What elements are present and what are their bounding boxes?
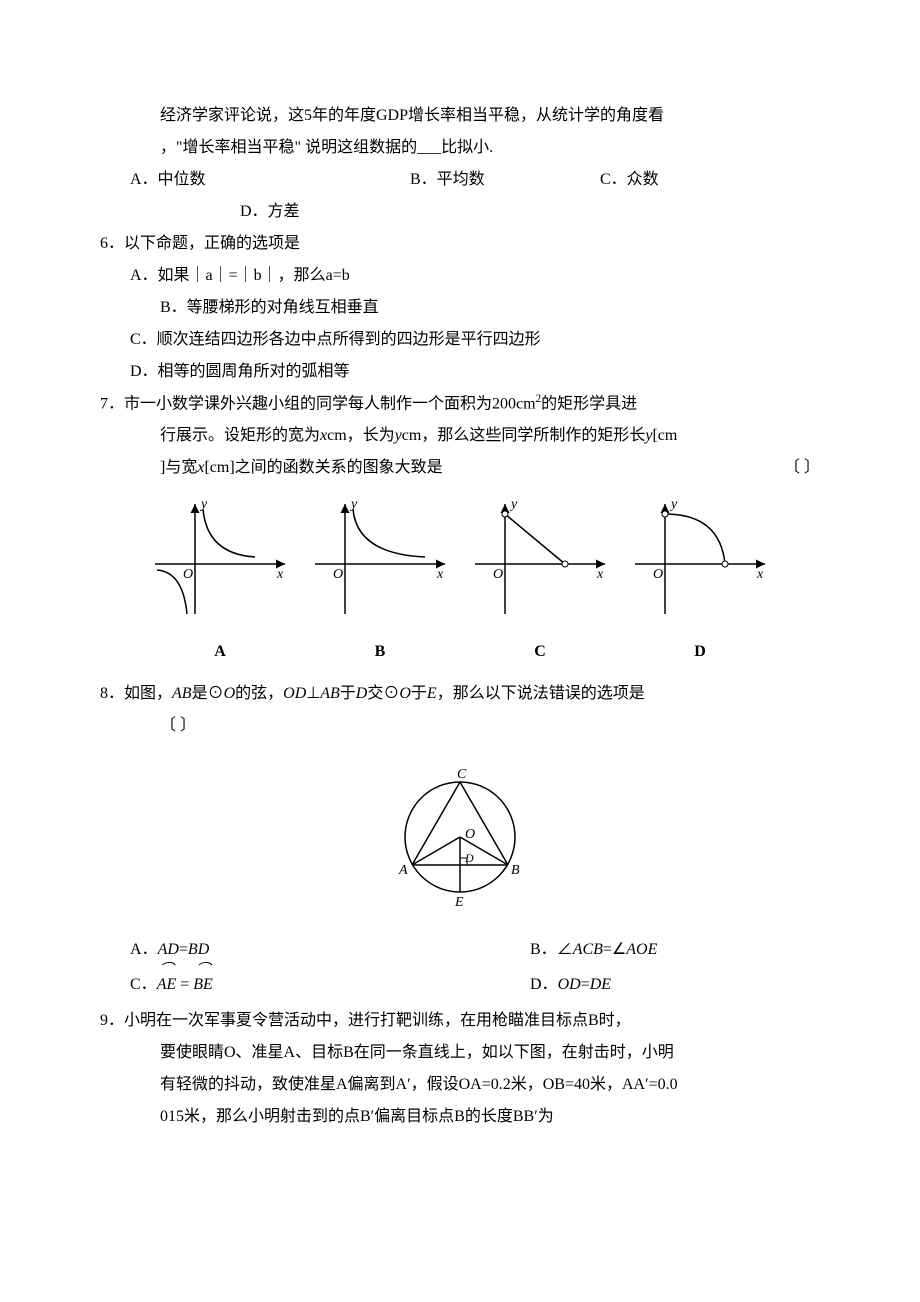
graph-d-o: O <box>653 567 663 582</box>
q8d-pre: D． <box>530 976 558 993</box>
q8-options: A．AD=BD B．∠ACB=∠AOE C．AE = BE D．OD=DE <box>100 934 820 1004</box>
graph-b: y x O B <box>305 494 455 668</box>
q5-option-d: D．方差 <box>100 196 820 228</box>
q8-d: D <box>356 685 368 702</box>
graph-c-o: O <box>493 567 503 582</box>
q5-options-row: A．中位数 B．平均数 C．众数 <box>100 164 820 196</box>
q9-line1: 9．小明在一次军事夏令营活动中，进行打靶训练，在用枪瞄准目标点B时， <box>100 1005 820 1037</box>
q8-o: O <box>224 685 236 702</box>
q8-circle-svg: C O D A B E <box>375 752 545 912</box>
q7-var-y: y <box>395 427 402 444</box>
exam-page: 经济学家评论说，这5年的年度GDP增长率相当平稳，从统计学的角度看 ，"增长率相… <box>0 0 920 1193</box>
q7-l3-wrap: ]与宽x[cm]之间的函数关系的图象大致是 <box>160 452 443 484</box>
q8-ab2: AB <box>320 685 340 702</box>
q8b-rhs: AOE <box>626 941 657 958</box>
graph-a-x: x <box>276 567 284 582</box>
q8-option-d: D．OD=DE <box>530 966 730 1004</box>
q8-o2: O <box>399 685 411 702</box>
q7-l3-a: ]与宽 <box>160 459 197 476</box>
q8-ab: AB <box>172 685 192 702</box>
q5-option-a: A．中位数 <box>130 164 410 196</box>
q8c-eq: = <box>176 976 193 993</box>
q8-e: E <box>427 685 437 702</box>
q8-stem: 8．如图，AB是⊙O的弦，OD⊥AB于D交⊙O于E，那么以下说法错误的选项是 <box>100 678 820 710</box>
q8-lbl-a: A <box>398 863 408 878</box>
q8-t7: ，那么以下说法错误的选项是 <box>437 685 645 702</box>
graph-d-y: y <box>669 497 678 512</box>
q8d-lhs: OD <box>558 976 581 993</box>
q8-lbl-o: O <box>465 827 475 842</box>
graph-c-x: x <box>596 567 604 582</box>
graph-d-label: D <box>625 636 775 668</box>
q7-text-2: 的矩形学具进 <box>541 395 637 412</box>
q8c-rhs: BE <box>193 966 213 1004</box>
q7-line2: 行展示。设矩形的宽为xcm，长为ycm，那么这些同学所制作的矩形长y[cm <box>100 420 820 452</box>
graph-c: y x O C <box>465 494 615 668</box>
q6-option-c: C．顺次连结四边形各边中点所得到的四边形是平行四边形 <box>100 324 820 356</box>
q7-graphs: y x O A y x O B y <box>100 494 820 668</box>
q8-t2: 是⊙ <box>192 685 224 702</box>
q8c-lhs: AE <box>157 966 177 1004</box>
q8a-pre: A． <box>130 941 158 958</box>
q9-line4: 015米，那么小明射击到的点B′偏离目标点B的长度BB′为 <box>100 1101 820 1133</box>
q8d-eq: = <box>581 976 590 993</box>
q7-line3: ]与宽x[cm]之间的函数关系的图象大致是 〔 〕 <box>100 452 820 484</box>
graph-b-y: y <box>349 497 358 512</box>
graph-d-svg: y x O <box>625 494 775 624</box>
q7-l2-c: cm，那么这些同学所制作的矩形长 <box>402 427 646 444</box>
q8-option-c: C．AE = BE <box>100 966 530 1004</box>
q7-l2-a: 行展示。设矩形的宽为 <box>160 427 320 444</box>
q8-option-b: B．∠ACB=∠AOE <box>530 934 730 966</box>
graph-c-label: C <box>465 636 615 668</box>
q6-option-d: D．相等的圆周角所对的弧相等 <box>100 356 820 388</box>
q8-lbl-c: C <box>457 767 467 782</box>
q6-option-b: B．等腰梯形的对角线互相垂直 <box>100 292 820 324</box>
q8-bracket: 〔 〕 <box>100 710 820 742</box>
q9-line2: 要使眼睛O、准星A、目标B在同一条直线上，如以下图，在射击时，小明 <box>100 1037 820 1069</box>
graph-c-svg: y x O <box>465 494 615 624</box>
q8-t1: 8．如图， <box>100 685 172 702</box>
q5-option-c: C．众数 <box>600 164 760 196</box>
q8-t4: 于 <box>340 685 356 702</box>
graph-d: y x O D <box>625 494 775 668</box>
graph-b-label: B <box>305 636 455 668</box>
q6-stem: 6．以下命题，正确的选项是 <box>100 228 820 260</box>
q8-t5: 交⊙ <box>367 685 399 702</box>
q5-option-b: B．平均数 <box>410 164 600 196</box>
q8-perp: ⊥ <box>306 685 320 702</box>
q8-lbl-e: E <box>454 895 464 910</box>
graph-a-svg: y x O <box>145 494 295 624</box>
q7-l2-b: cm，长为 <box>327 427 395 444</box>
q7-l2-d: [cm <box>652 427 677 444</box>
q7-text-1: 7．市一小数学课外兴趣小组的同学每人制作一个面积为200cm <box>100 395 536 412</box>
q8-lbl-b: B <box>511 863 520 878</box>
q8-lbl-d: D <box>464 851 474 865</box>
graph-a-o: O <box>183 567 193 582</box>
graph-b-x: x <box>436 567 444 582</box>
graph-a-label: A <box>145 636 295 668</box>
q8d-rhs: DE <box>590 976 611 993</box>
q7-bracket: 〔 〕 <box>784 452 820 484</box>
q8-od: OD <box>283 685 306 702</box>
graph-b-o: O <box>333 567 343 582</box>
graph-c-y: y <box>509 497 518 512</box>
q6-option-a: A．如果｜a｜=｜b｜，那么a=b <box>100 260 820 292</box>
q8b-eq: =∠ <box>603 941 626 958</box>
q7-stem: 7．市一小数学课外兴趣小组的同学每人制作一个面积为200cm2的矩形学具进 <box>100 388 820 420</box>
graph-a-y: y <box>199 497 208 512</box>
q5-context-line1: 经济学家评论说，这5年的年度GDP增长率相当平稳，从统计学的角度看 <box>100 100 820 132</box>
q8-figure: C O D A B E <box>100 752 820 924</box>
q8b-pre: B．∠ <box>530 941 573 958</box>
graph-b-svg: y x O <box>305 494 455 624</box>
q8c-pre: C． <box>130 976 157 993</box>
q5-context-line2: ，"增长率相当平稳" 说明这组数据的___比拟小. <box>100 132 820 164</box>
graph-d-x: x <box>756 567 764 582</box>
q7-l3-b: [cm]之间的函数关系的图象大致是 <box>204 459 442 476</box>
q8a-eq: = <box>179 941 188 958</box>
q8-t6: 于 <box>411 685 427 702</box>
q9-line3: 有轻微的抖动，致使准星A偏离到A′，假设OA=0.2米，OB=40米，AA′=0… <box>100 1069 820 1101</box>
q8b-lhs: ACB <box>573 941 603 958</box>
q8-t3: 的弦， <box>235 685 283 702</box>
graph-a: y x O A <box>145 494 295 668</box>
